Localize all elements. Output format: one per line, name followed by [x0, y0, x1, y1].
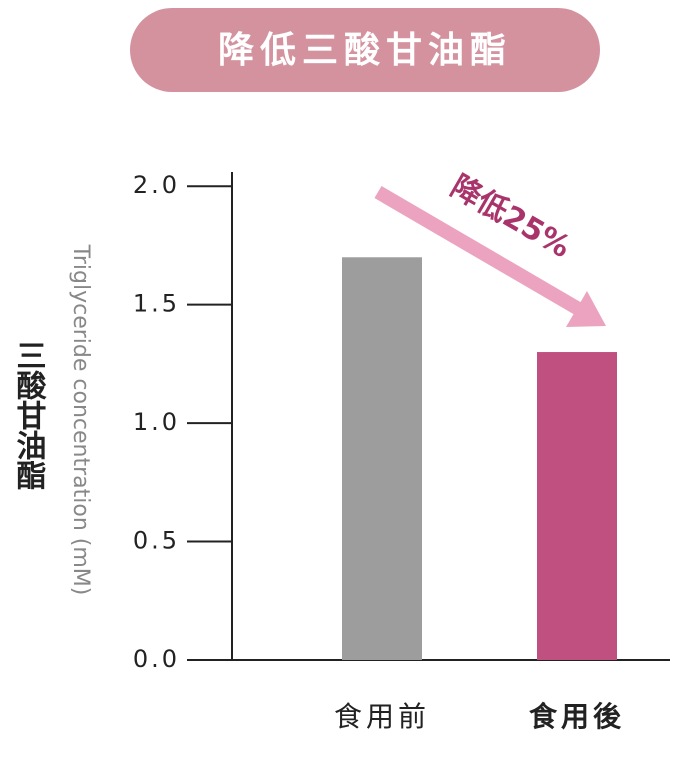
y-tick-label: 1.5	[133, 290, 180, 318]
y-tick-label: 1.0	[133, 408, 180, 436]
y-axis-label: Triglyceride concentration (mM)	[68, 244, 93, 596]
bar	[537, 352, 617, 660]
y-tick-label: 0.5	[133, 527, 180, 555]
arrow-head	[566, 291, 606, 327]
y-tick-label: 2.0	[133, 171, 180, 199]
title-pill	[130, 8, 600, 92]
chart-title: 降低三酸甘油酯	[218, 30, 512, 71]
annotation: 降低25%	[445, 169, 577, 265]
y-axis-title: 三酸甘油酯	[11, 340, 47, 490]
y-tick-label: 0.0	[133, 645, 180, 673]
arrow-shaft	[374, 185, 586, 318]
x-tick-label: 食用前	[334, 700, 430, 733]
x-tick-label: 食用後	[529, 700, 625, 733]
bar	[342, 257, 422, 660]
